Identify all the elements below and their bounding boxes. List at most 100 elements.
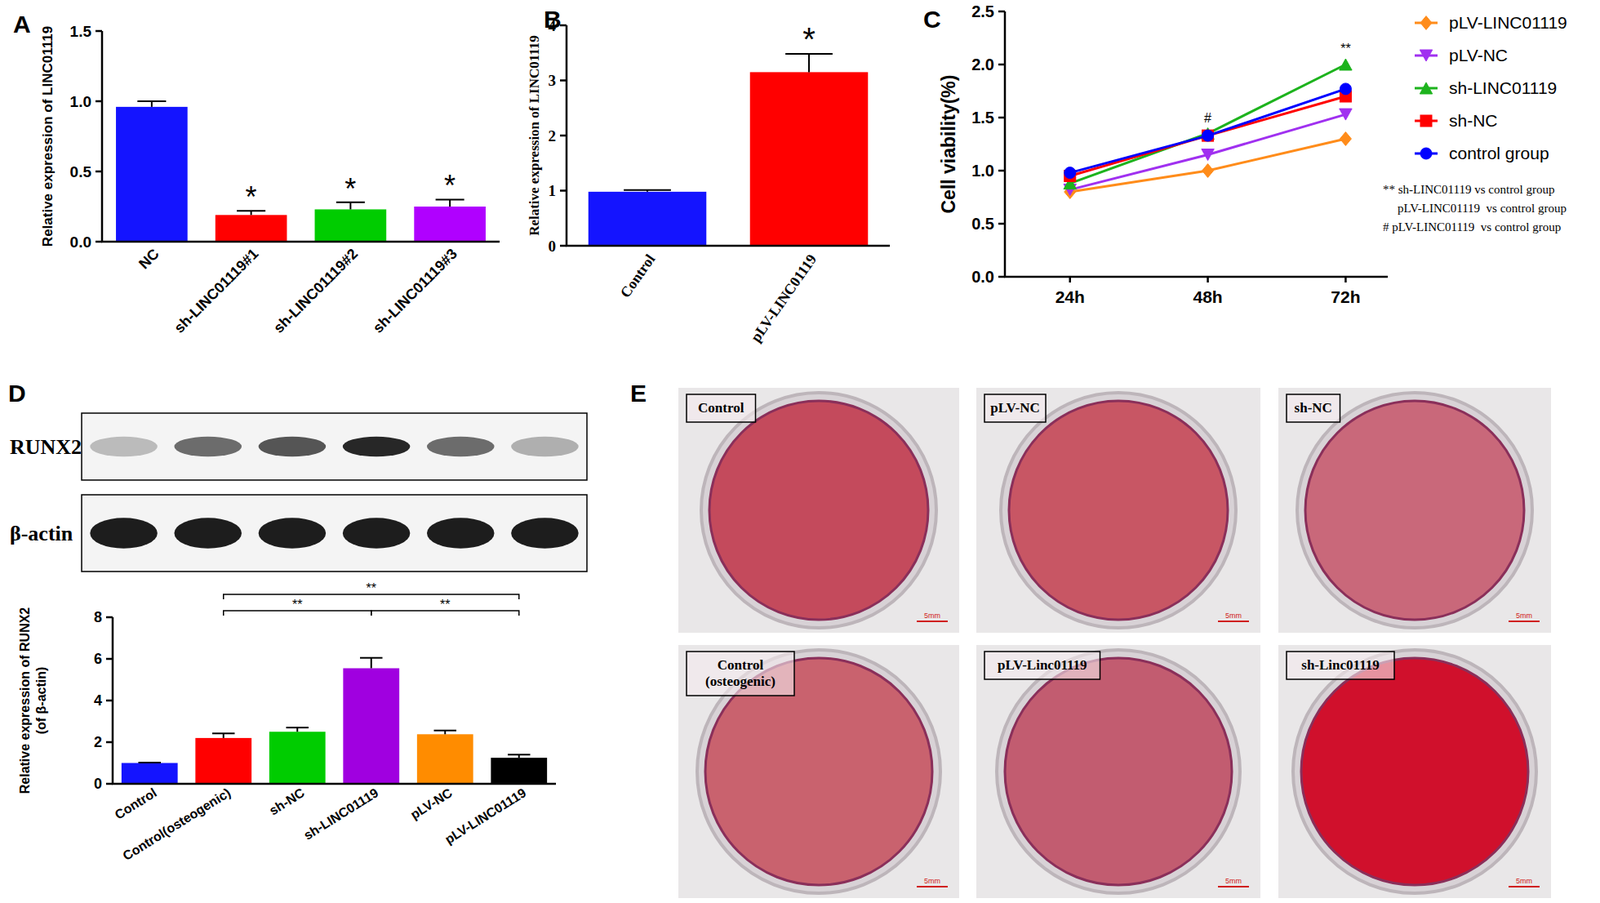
dish-photo (678, 644, 960, 898)
y-tick-label: 0.5 (70, 163, 93, 181)
blot-band (426, 517, 495, 549)
y-tick-label: 1.0 (70, 93, 92, 111)
y-tick-label: 0.0 (971, 267, 995, 286)
significance-bracket: ** (223, 581, 520, 600)
blot-band (426, 436, 495, 458)
y-axis (101, 31, 104, 242)
dish-label-box (1286, 651, 1395, 680)
bar-chart: B01234Relative expression of LINC01119*C… (526, 5, 890, 346)
panel-label: C (923, 5, 942, 33)
blot-band (89, 436, 158, 458)
dish-stain (1008, 400, 1228, 620)
error-bar (137, 761, 161, 764)
scale-bar-label: 5mm (1515, 876, 1533, 885)
x-tick-label: Control (112, 785, 160, 823)
dish: Control 5mm (678, 387, 960, 633)
marker (1201, 149, 1214, 161)
dish-rim (1000, 392, 1236, 628)
significance-bracket: ** (371, 597, 520, 616)
x-axis (111, 782, 556, 786)
blot-frame (81, 494, 587, 572)
note: pLV-LINC01119 vs control group (1397, 201, 1567, 215)
blot-band (511, 517, 579, 549)
error-bar (433, 730, 457, 735)
error-bar (360, 657, 383, 669)
marker (1202, 129, 1214, 142)
bar (115, 106, 188, 242)
bar-chart: A0.00.51.01.5Relative expression of LINC… (13, 10, 500, 337)
x-tick-label: pLV-NC (408, 785, 455, 823)
legend-label: pLV-NC (1448, 45, 1508, 65)
y-tick (106, 657, 113, 661)
annotation: # (1204, 111, 1212, 125)
dish-label-box (686, 651, 795, 696)
dish: pLV-NC5mm (976, 387, 1261, 633)
marks (115, 101, 486, 242)
y-tick-label: 0.5 (971, 214, 995, 233)
x-tick (1344, 276, 1347, 283)
x-tick-label: sh-LINC01119#1 (170, 245, 262, 337)
marker (1339, 108, 1352, 120)
x-tick-label: 72h (1330, 287, 1360, 307)
marker (1202, 164, 1214, 178)
blot-band (342, 517, 411, 549)
scale-bar-label: 5mm (924, 876, 941, 885)
y-tick (998, 63, 1005, 67)
x-tick-label: pLV-LINC01119 (747, 251, 821, 346)
y-axis-label: Relative expression of LINC01119 (40, 26, 56, 247)
bar (750, 71, 869, 246)
dish-rim (1293, 649, 1537, 894)
dish-photo (976, 387, 1261, 633)
dish-photo (976, 644, 1261, 898)
x-tick-label: 48h (1192, 287, 1223, 307)
blot-band (258, 436, 327, 458)
marker (1419, 82, 1432, 94)
blot-band (89, 517, 158, 549)
dish-label: pLV-NC (990, 400, 1040, 416)
dish-rim (701, 392, 937, 628)
dish-stain (1301, 657, 1529, 885)
dish-label: Control (697, 400, 745, 416)
y-tick-label: 2 (548, 127, 557, 145)
note: ** sh-LINC01119 vs control group (1382, 182, 1556, 196)
y-tick-label: 6 (93, 650, 103, 667)
error-bar (212, 733, 236, 738)
y-tick (998, 222, 1005, 226)
x-tick-label: Control (617, 251, 659, 301)
marks (121, 657, 547, 784)
y-tick-label: 8 (93, 608, 103, 626)
dish: sh-Linc011195mm (1278, 644, 1552, 898)
marks (588, 53, 869, 246)
y-tick (95, 30, 103, 33)
y-tick (560, 244, 567, 248)
series-line (1070, 138, 1347, 192)
dish-photo (1278, 387, 1552, 633)
legend-label: control group (1448, 143, 1550, 163)
scale-bar-label: 5mm (1225, 876, 1242, 885)
dish: Control(osteogenic)5mm (678, 644, 960, 898)
significance: * (344, 172, 356, 206)
marker (1339, 58, 1352, 71)
dish-stain (709, 400, 929, 620)
dish-label: sh-NC (1294, 400, 1333, 416)
x-tick (1206, 276, 1209, 283)
significance: * (444, 168, 456, 203)
scale-bar-label: 5mm (924, 611, 941, 620)
line-chart: C0.00.51.01.52.02.5Cell viability(%)24h4… (923, 2, 1568, 307)
error-cap (212, 732, 236, 734)
blot-row: RUNX2 (9, 413, 587, 480)
error-cap (507, 753, 531, 756)
series-line (1070, 88, 1347, 174)
dish-photo (1278, 644, 1552, 898)
significance-bracket: ** (223, 597, 372, 616)
blot-frame (81, 413, 587, 480)
scale-bar-label: 5mm (1515, 611, 1533, 620)
x-tick (1068, 276, 1072, 283)
bar (195, 737, 252, 784)
scale-bar (1508, 620, 1540, 623)
y-tick (106, 699, 113, 703)
bar (342, 667, 400, 784)
dish-stain (1305, 400, 1525, 620)
y-tick (998, 169, 1005, 173)
marks (1063, 58, 1352, 199)
